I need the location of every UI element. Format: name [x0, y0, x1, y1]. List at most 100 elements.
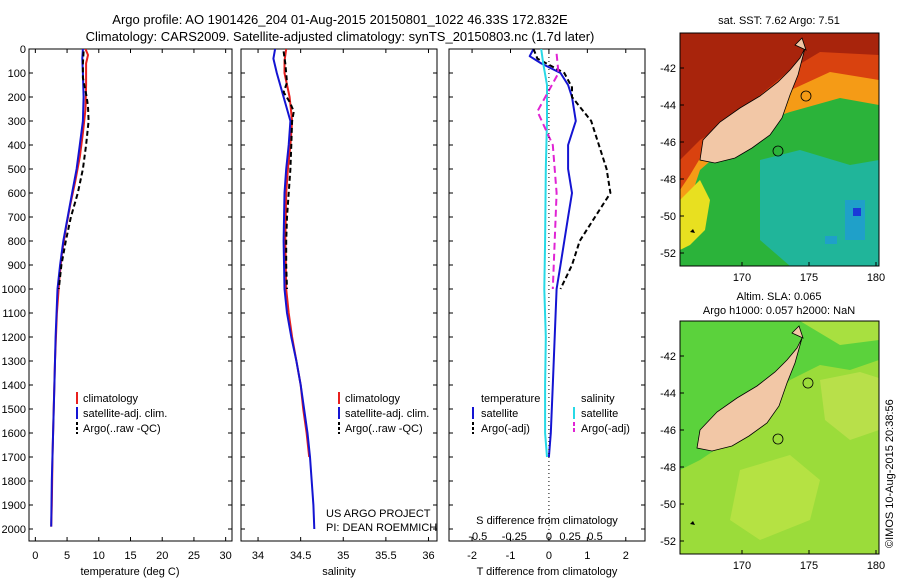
sst-map-title: sat. SST: 7.62 Argo: 7.51: [718, 15, 840, 27]
y-tick-label: 1000: [2, 284, 26, 296]
series-line-satellite-adj-clim: [50, 49, 85, 527]
map-lon-label: 180: [867, 272, 885, 284]
map-lon-label: 175: [800, 272, 818, 284]
sla-map-frame: [679, 320, 880, 555]
sla-map-subtitle: Argo h1000: 0.057 h2000: NaN: [703, 305, 855, 317]
x-tick-label: 1: [584, 550, 590, 562]
x-tick-label: 36: [422, 550, 434, 562]
map-lat-label: -50: [660, 499, 676, 511]
y-tick-label: 1700: [2, 452, 26, 464]
y-tick-label: 300: [8, 116, 26, 128]
legend-label: satellite-adj. clim.: [83, 408, 167, 420]
map-lat-label: -48: [660, 174, 676, 186]
legend-header-salinity: salinity: [581, 393, 615, 405]
imos-watermark: ©IMOS 10-Aug-2015 20:38:56: [884, 399, 896, 548]
y-tick-label: 1100: [2, 308, 26, 320]
y-tick-label: 400: [8, 140, 26, 152]
x-tick-label: 10: [93, 550, 105, 562]
legend-label: Argo(-adj): [581, 423, 630, 435]
legend-label: satellite: [581, 408, 618, 420]
legend-label: satellite-adj. clim.: [345, 408, 429, 420]
series-line-satellite-adj-clim: [272, 49, 316, 530]
map-lat-label: -48: [660, 462, 676, 474]
y-tick-label: 900: [8, 260, 26, 272]
map-lat-label: -46: [660, 425, 676, 437]
map-lat-label: -52: [660, 536, 676, 548]
x-tick-label: 0: [546, 550, 552, 562]
series-line-satellite: [540, 49, 548, 458]
y-tick-label: 1900: [2, 500, 26, 512]
y-tick-label: 1400: [2, 380, 26, 392]
s-tick-label: 0.25: [559, 531, 580, 543]
s-difference-label: S difference from climatology: [476, 515, 618, 527]
map-lon-label: 170: [733, 560, 751, 572]
pi-credit: PI: DEAN ROEMMICH: [326, 522, 437, 534]
sla-map-title: Altim. SLA: 0.065: [737, 291, 822, 303]
s-tick-label: 0.5: [587, 531, 602, 543]
y-tick-label: 700: [8, 212, 26, 224]
x-tick-label: 35.5: [375, 550, 396, 562]
legend-label: climatology: [345, 393, 401, 405]
y-tick-label: 200: [8, 92, 26, 104]
y-tick-label: 800: [8, 236, 26, 248]
x-tick-label: 34.5: [290, 550, 311, 562]
temperature-legend: climatology satellite-adj. clim. Argo(..…: [76, 392, 167, 435]
difference-legend: temperature salinity satellite Argo(-adj…: [472, 393, 630, 435]
y-tick-label: 1800: [2, 476, 26, 488]
map-lon-label: 180: [867, 560, 885, 572]
difference-panel: [448, 48, 646, 542]
x-tick-label: 2: [623, 550, 629, 562]
map-lat-label: -42: [660, 63, 676, 75]
legend-label: Argo(-adj): [481, 423, 530, 435]
x-tick-label: 15: [124, 550, 136, 562]
map-lat-label: -44: [660, 388, 676, 400]
y-tick-label: 600: [8, 188, 26, 200]
map-lat-label: -46: [660, 137, 676, 149]
sst-map: [680, 33, 879, 266]
sst-map-frame: [679, 32, 880, 267]
figure-title-line2: Climatology: CARS2009. Satellite-adjuste…: [86, 29, 595, 44]
y-tick-label: 1300: [2, 356, 26, 368]
x-tick-label: -2: [467, 550, 477, 562]
sla-map: [680, 321, 879, 554]
legend-label: satellite: [481, 408, 518, 420]
x-tick-label: 35: [337, 550, 349, 562]
y-tick-label: 500: [8, 164, 26, 176]
series-line-argo-adj: [532, 49, 612, 290]
s-tick-label: 0: [546, 531, 552, 543]
s-tick-label: -0.5: [468, 531, 487, 543]
legend-label: Argo(..raw -QC): [83, 423, 161, 435]
map-lon-label: 170: [733, 272, 751, 284]
s-tick-label: -0.25: [502, 531, 527, 543]
series-line-satellite: [528, 49, 577, 458]
map-lat-label: -50: [660, 211, 676, 223]
salinity-xlabel: salinity: [322, 566, 356, 578]
x-tick-label: 0: [32, 550, 38, 562]
x-tick-label: 34: [252, 550, 264, 562]
map-lat-label: -52: [660, 248, 676, 260]
salinity-legend: climatology satellite-adj. clim. Argo(..…: [338, 392, 429, 435]
x-tick-label: 25: [188, 550, 200, 562]
legend-label: Argo(..raw -QC): [345, 423, 423, 435]
series-line-argo-raw-qc: [57, 51, 90, 290]
y-tick-label: 0: [20, 44, 26, 56]
x-tick-label: 20: [156, 550, 168, 562]
x-tick-label: -1: [506, 550, 516, 562]
series-line-argo-raw-qc: [282, 51, 295, 290]
y-tick-label: 1600: [2, 428, 26, 440]
legend-header-temperature: temperature: [481, 393, 540, 405]
y-tick-label: 100: [8, 68, 26, 80]
legend-label: climatology: [83, 393, 139, 405]
figure-title-line1: Argo profile: AO 1901426_204 01-Aug-2015…: [112, 12, 568, 27]
y-tick-label: 1500: [2, 404, 26, 416]
y-tick-label: 2000: [2, 524, 26, 536]
map-lat-label: -44: [660, 100, 676, 112]
project-credit: US ARGO PROJECT: [326, 508, 431, 520]
map-lat-label: -42: [660, 351, 676, 363]
temperature-xlabel: temperature (deg C): [80, 566, 179, 578]
temperature-panel: [28, 48, 233, 542]
salinity-panel: [240, 48, 438, 542]
x-tick-label: 30: [220, 550, 232, 562]
difference-xlabel: T difference from climatology: [477, 566, 618, 578]
